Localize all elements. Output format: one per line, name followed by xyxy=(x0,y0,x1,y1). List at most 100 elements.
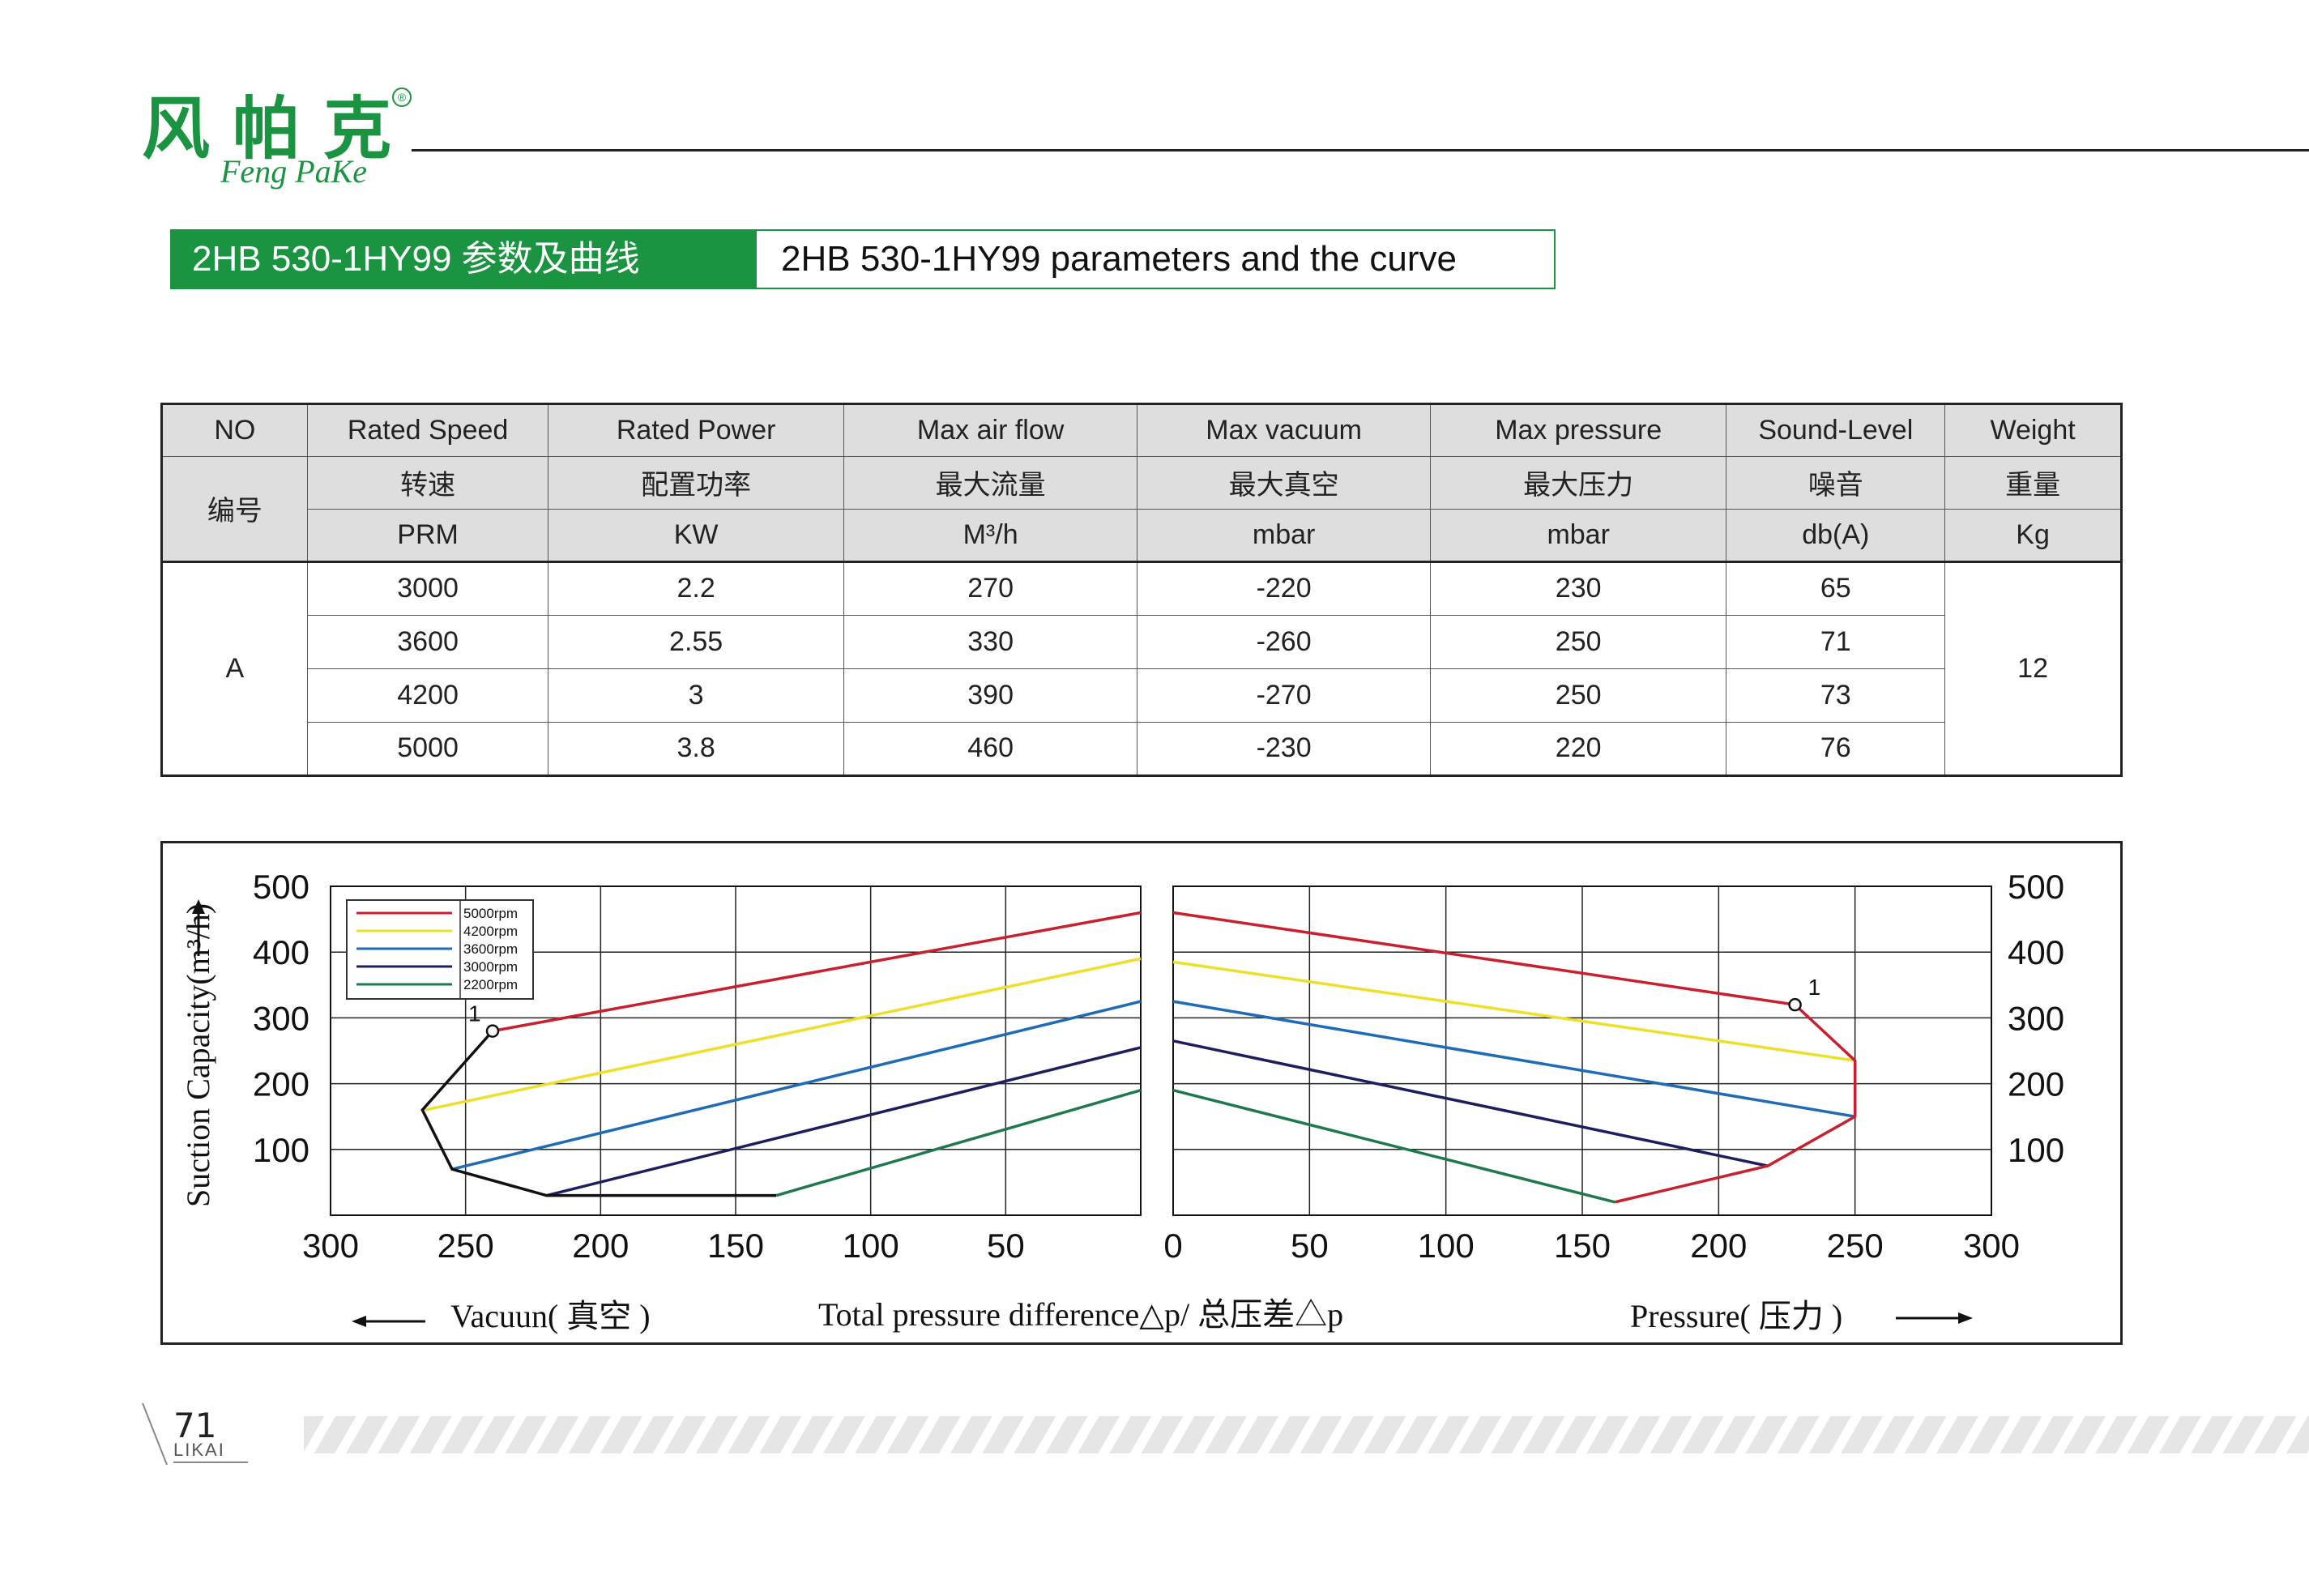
header-unit-cell: M³/h xyxy=(843,508,1138,562)
series-line-5000rpm xyxy=(492,911,1142,1033)
series-line-3600rpm xyxy=(451,1000,1142,1171)
x-tick-label-right: 0 xyxy=(1163,1227,1182,1265)
chart-legend: 5000rpm 4200rpm 3600rpm 3000rpm 2200rpm xyxy=(346,899,534,1000)
legend-label: 3600rpm xyxy=(463,941,518,957)
operating-point-marker xyxy=(485,1024,500,1038)
y-tick-label-right: 400 xyxy=(2008,933,2064,971)
right-panel-grid xyxy=(1172,885,1992,1216)
header-rated-speed: Rated Speed xyxy=(306,403,549,457)
x-tick-label-right: 300 xyxy=(1963,1227,2020,1265)
x-tick-label-right: 50 xyxy=(1291,1227,1329,1265)
header-row-chinese: 编号 转速 配置功率 最大流量 最大真空 最大压力 噪音 重量 xyxy=(161,455,2122,562)
y-tick-label-left: 300 xyxy=(253,999,309,1037)
x-tick-label-left: 100 xyxy=(843,1227,899,1265)
x-tick-label-right: 100 xyxy=(1418,1227,1475,1265)
header-max-air-flow: Max air flow xyxy=(843,403,1138,457)
operating-point-marker xyxy=(1788,997,1802,1012)
header-max-pressure: Max pressure xyxy=(1429,403,1727,457)
series-line-2200rpm xyxy=(1172,1089,1615,1204)
series-line-3000rpm xyxy=(546,1046,1142,1197)
header-unit-cell: mbar xyxy=(1137,508,1431,562)
table-cell: 250 xyxy=(1429,614,1727,669)
limit-curve xyxy=(1614,1003,1857,1204)
pressure-arrow-icon xyxy=(1896,1312,1973,1324)
table-cell: 230 xyxy=(1429,561,1727,616)
logo-english: Feng PaKe xyxy=(220,153,368,190)
header-unit-cell: mbar xyxy=(1429,508,1727,562)
table-cell: 3000 xyxy=(306,561,549,616)
registered-mark-icon: ® xyxy=(392,87,412,107)
left-panel-series: 1 xyxy=(420,911,1142,1197)
x-tick-label-right: 250 xyxy=(1827,1227,1884,1265)
header-row-english: NO Rated Speed Rated Power Max air flow … xyxy=(161,403,2122,457)
table-cell: 270 xyxy=(843,561,1138,616)
page-number: 71 xyxy=(173,1406,217,1445)
series-line-4200rpm xyxy=(1172,960,1855,1062)
table-cell: 2.2 xyxy=(548,561,844,616)
x-tick-label-left: 200 xyxy=(572,1227,629,1265)
x-axis-label: Total pressure difference△p/ 总压差△p xyxy=(818,1296,1343,1333)
y-tick-label-right: 500 xyxy=(2008,868,2064,906)
header-no-cn: 编号 xyxy=(161,455,308,562)
x-tick-label-left: 150 xyxy=(707,1227,764,1265)
title-chinese: 2HB 530-1HY99 参数及曲线 xyxy=(172,231,757,288)
header-unit-cell: KW xyxy=(548,508,844,562)
table-row: 5000 3.8 460 -230 220 76 xyxy=(162,721,2122,777)
header-divider xyxy=(412,149,2309,151)
header-cn-cell: 最大压力 xyxy=(1429,455,1727,510)
chart-frame xyxy=(160,841,2123,1345)
operating-point-label: 1 xyxy=(1808,975,1821,1000)
y-tick-label-right: 100 xyxy=(2008,1131,2064,1169)
y-axis-arrow-icon xyxy=(192,899,205,956)
series-line-3600rpm xyxy=(1172,1000,1855,1118)
weight-cell: 12 xyxy=(1944,561,2122,777)
table-cell: 3 xyxy=(548,668,844,723)
header-cn-cell: 最大流量 xyxy=(843,455,1138,510)
y-tick-label-right: 200 xyxy=(2008,1065,2064,1103)
table-cell: -220 xyxy=(1137,561,1431,616)
y-tick-label-right: 300 xyxy=(2008,999,2064,1037)
legend-label: 3000rpm xyxy=(463,959,518,975)
page-brand: LIKAI xyxy=(173,1440,225,1460)
x-tick-label-left: 50 xyxy=(987,1227,1025,1265)
header-sound-level: Sound-Level xyxy=(1726,403,1946,457)
footer-slash-icon xyxy=(142,1402,168,1466)
y-tick-label-left: 100 xyxy=(253,1131,309,1169)
header-unit-cell: db(A) xyxy=(1726,508,1946,562)
title-bar: 2HB 530-1HY99 参数及曲线 2HB 530-1HY99 parame… xyxy=(170,229,1556,289)
header-weight: Weight xyxy=(1944,403,2122,457)
header-cn-cell: 重量 xyxy=(1944,455,2122,510)
header-cn-cell: 转速 xyxy=(306,455,549,510)
legend-label: 2200rpm xyxy=(463,977,518,992)
table-cell: 390 xyxy=(843,668,1138,723)
left-panel-grid xyxy=(330,885,1142,1216)
legend-label: 5000rpm xyxy=(463,906,518,921)
legend-label: 4200rpm xyxy=(463,924,518,939)
table-row: 4200 3 390 -270 250 73 xyxy=(162,668,2122,723)
table-cell: -270 xyxy=(1137,668,1431,723)
header-cn-cell: 噪音 xyxy=(1726,455,1946,510)
title-english: 2HB 530-1HY99 parameters and the curve xyxy=(781,239,1458,279)
table-cell: 2.55 xyxy=(548,614,844,669)
right-panel-series: 1 xyxy=(1172,911,1857,1204)
limit-curve xyxy=(420,1030,776,1197)
logo-chinese: 风帕克 xyxy=(142,88,415,169)
table-cell: 250 xyxy=(1429,668,1727,723)
x-tick-label-right: 150 xyxy=(1554,1227,1611,1265)
series-line-5000rpm xyxy=(1172,911,1795,1006)
footer-underline xyxy=(173,1462,248,1463)
model-cell: A xyxy=(161,561,308,777)
vacuum-label: Vacuun( 真空 ) xyxy=(450,1298,651,1334)
y-tick-label-left: 500 xyxy=(253,868,309,906)
header-rated-power: Rated Power xyxy=(548,403,844,457)
table-cell: 65 xyxy=(1726,561,1946,616)
vacuum-arrow-icon xyxy=(352,1316,425,1327)
header-row-units: PRM KW M³/h mbar mbar db(A) Kg xyxy=(161,508,2122,562)
header-cn-cell: 配置功率 xyxy=(548,455,844,510)
operating-point-label: 1 xyxy=(468,1001,481,1026)
table-cell: 3.8 xyxy=(548,721,844,777)
series-line-3000rpm xyxy=(1172,1039,1769,1167)
table-cell: 4200 xyxy=(306,668,549,723)
